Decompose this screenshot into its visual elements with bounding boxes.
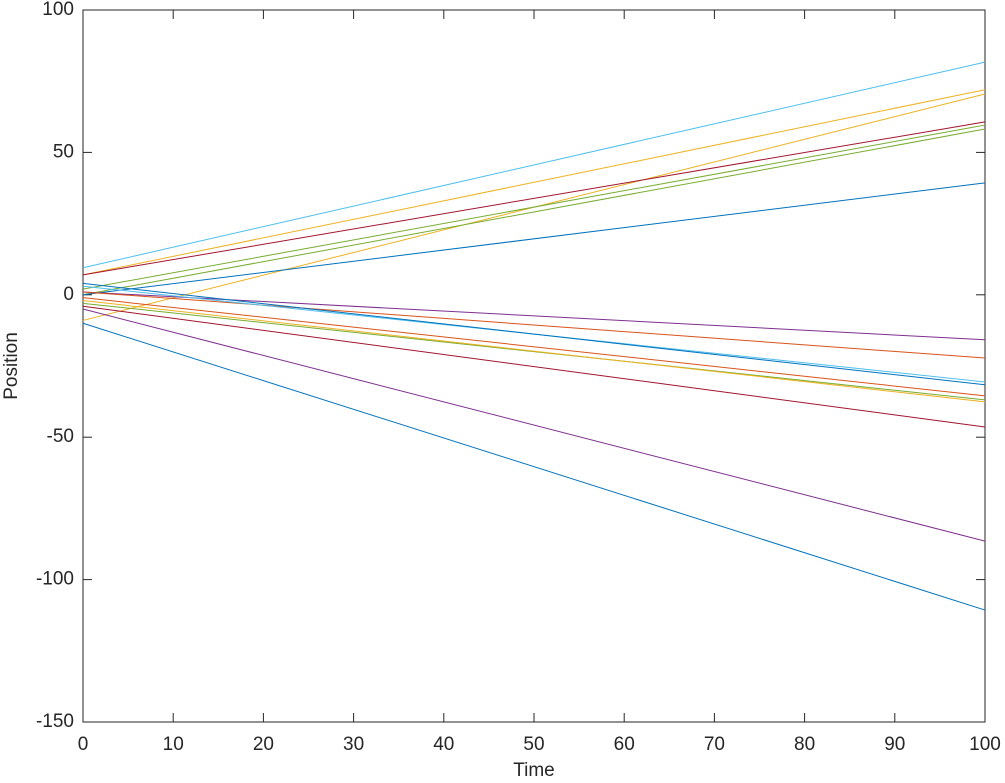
series-line bbox=[82, 299, 986, 403]
y-axis-label: Position bbox=[1, 332, 22, 400]
y-tick-label: 50 bbox=[53, 141, 74, 162]
x-tick-label: 40 bbox=[433, 734, 454, 755]
x-tick-label: 10 bbox=[163, 734, 184, 755]
series-line bbox=[82, 282, 986, 386]
series-line bbox=[82, 128, 986, 296]
y-tick-label: -50 bbox=[47, 426, 74, 447]
series-line bbox=[82, 305, 986, 428]
series-line bbox=[82, 182, 986, 296]
series-line bbox=[82, 297, 986, 397]
series-line bbox=[82, 291, 986, 359]
x-axis-label: Time bbox=[513, 760, 555, 781]
x-tick-label: 20 bbox=[253, 734, 274, 755]
y-tick-label: 100 bbox=[42, 0, 74, 20]
series-line bbox=[82, 322, 986, 611]
series-line bbox=[82, 89, 986, 276]
y-tick-label: 0 bbox=[63, 284, 74, 305]
series-line bbox=[82, 121, 986, 276]
x-tick-label: 100 bbox=[969, 734, 1001, 755]
y-tick-label: -100 bbox=[36, 569, 74, 590]
x-tick-label: 90 bbox=[884, 734, 905, 755]
series-line bbox=[82, 308, 986, 542]
series-line bbox=[82, 124, 986, 290]
x-tick-label: 80 bbox=[794, 734, 815, 755]
x-tick-label: 70 bbox=[704, 734, 725, 755]
x-tick-label: 50 bbox=[523, 734, 544, 755]
x-tick-label: 60 bbox=[614, 734, 635, 755]
y-tick-label: -150 bbox=[36, 711, 74, 732]
x-tick-label: 30 bbox=[343, 734, 364, 755]
x-tick-label: 0 bbox=[78, 734, 89, 755]
series-line bbox=[82, 61, 986, 269]
